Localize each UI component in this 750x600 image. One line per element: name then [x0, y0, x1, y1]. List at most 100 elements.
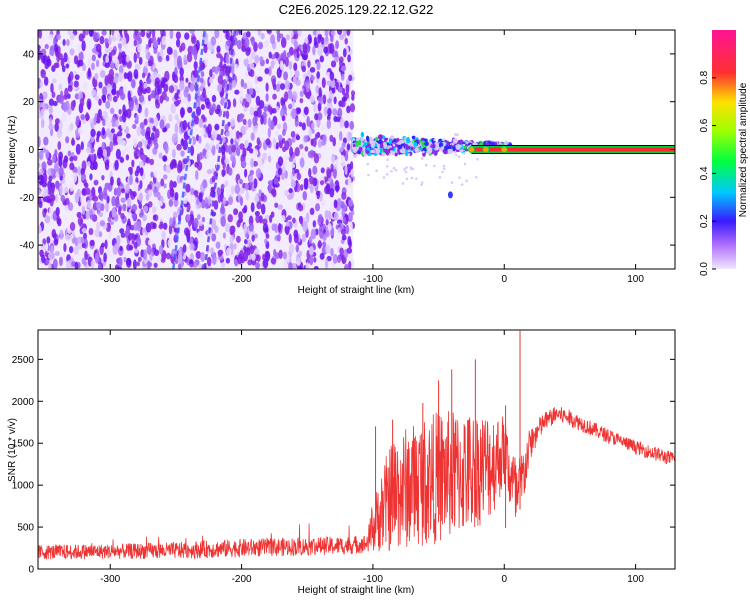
noise-speckle: [116, 177, 121, 187]
noise-speckle: [180, 138, 185, 146]
noise-speckle: [150, 171, 154, 178]
noise-speckle: [211, 94, 217, 103]
signal-speckle: [366, 162, 370, 166]
noise-speckle: [183, 227, 190, 236]
noise-speckle: [330, 60, 337, 68]
noise-speckle: [305, 262, 310, 269]
noise-speckle: [193, 217, 199, 229]
noise-speckle: [147, 239, 153, 246]
noise-speckle: [64, 87, 69, 99]
noise-speckle: [189, 30, 195, 34]
noise-speckle: [182, 198, 188, 205]
noise-speckle: [306, 115, 311, 127]
noise-speckle: [244, 139, 249, 148]
noise-speckle: [337, 30, 343, 35]
noise-speckle: [233, 214, 239, 223]
noise-speckle: [216, 84, 223, 93]
noise-speckle: [95, 201, 102, 209]
noise-speckle: [137, 141, 143, 149]
noise-speckle: [75, 115, 80, 124]
carrier-peak: [500, 146, 508, 153]
noise-speckle: [284, 80, 290, 90]
signal-speckle: [465, 179, 468, 183]
signal-speckle: [476, 157, 479, 161]
noise-speckle: [94, 228, 100, 238]
noise-speckle: [201, 216, 206, 223]
noise-speckle: [296, 51, 300, 59]
noise-speckle: [67, 84, 73, 92]
noise-speckle: [262, 258, 269, 269]
noise-speckle: [84, 250, 88, 261]
noise-speckle: [285, 34, 290, 41]
signal-speckle: [410, 167, 413, 171]
noise-speckle: [345, 84, 350, 94]
noise-speckle: [136, 165, 141, 174]
noise-speckle: [202, 148, 207, 157]
noise-speckle: [49, 50, 55, 56]
noise-speckle: [301, 233, 306, 243]
noise-speckle: [323, 46, 329, 54]
noise-speckle: [317, 44, 323, 56]
spectrogram-y-label: Frequency (Hz): [7, 116, 18, 185]
noise-speckle: [94, 72, 99, 80]
signal-speckle: [454, 133, 457, 136]
noise-speckle: [290, 179, 297, 188]
noise-speckle: [235, 235, 241, 243]
noise-speckle: [132, 191, 137, 198]
noise-speckle: [62, 158, 68, 169]
noise-speckle: [91, 54, 96, 62]
noise-speckle: [62, 39, 66, 46]
noise-speckle: [318, 140, 322, 148]
noise-speckle: [104, 239, 108, 250]
noise-speckle: [127, 166, 133, 172]
noise-speckle: [114, 119, 119, 128]
noise-speckle: [110, 176, 114, 186]
noise-speckle: [260, 203, 266, 215]
noise-speckle: [183, 87, 189, 98]
noise-speckle: [103, 252, 107, 263]
noise-speckle: [43, 187, 49, 197]
noise-speckle: [310, 228, 317, 240]
colorbar-tick-label: 0.4: [699, 166, 710, 180]
noise-speckle: [58, 256, 63, 267]
noise-speckle: [101, 141, 105, 152]
noise-speckle: [151, 206, 157, 214]
noise-speckle: [260, 32, 265, 40]
signal-point: [401, 149, 406, 154]
noise-speckle: [322, 241, 327, 247]
noise-speckle: [210, 36, 217, 46]
noise-speckle: [315, 84, 320, 94]
snr-series-line: [38, 407, 675, 560]
noise-speckle: [69, 122, 74, 131]
noise-speckle: [329, 187, 335, 198]
noise-speckle: [157, 55, 163, 63]
noise-speckle: [329, 42, 335, 54]
noise-speckle: [143, 118, 148, 126]
signal-point: [389, 135, 395, 140]
noise-speckle: [304, 146, 309, 152]
noise-speckle: [262, 218, 268, 225]
noise-speckle: [339, 247, 344, 256]
noise-speckle: [313, 265, 319, 269]
noise-speckle: [130, 232, 135, 239]
noise-speckle: [277, 167, 282, 176]
noise-speckle: [126, 257, 132, 268]
noise-speckle: [299, 143, 304, 150]
noise-speckle: [288, 30, 294, 38]
noise-speckle: [285, 227, 290, 236]
noise-speckle: [138, 203, 143, 210]
noise-speckle: [188, 220, 192, 227]
snr-x-tick-label: 0: [501, 574, 507, 585]
noise-speckle: [243, 223, 248, 235]
noise-speckle: [74, 74, 80, 81]
noise-speckle: [229, 242, 234, 250]
noise-speckle: [53, 238, 59, 246]
noise-speckle: [110, 128, 115, 134]
noise-speckle: [345, 224, 350, 235]
noise-speckle: [308, 37, 312, 44]
noise-speckle: [117, 206, 122, 216]
noise-speckle: [195, 199, 200, 205]
noise-speckle: [270, 54, 276, 60]
noise-speckle: [277, 156, 284, 167]
noise-speckle: [83, 232, 88, 240]
